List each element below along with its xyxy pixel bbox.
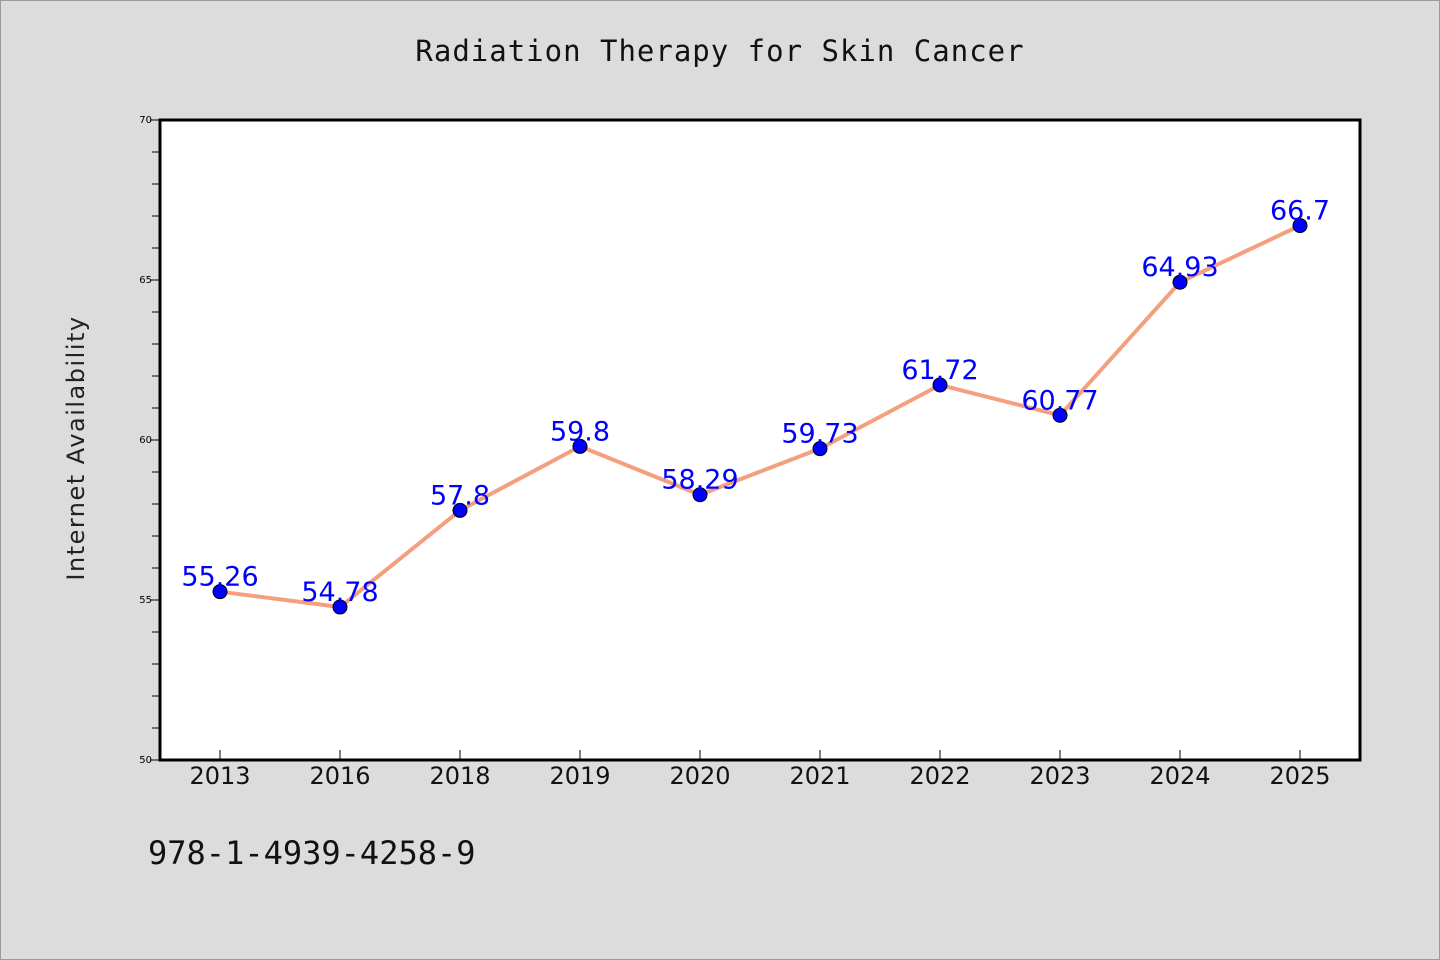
data-label: 59.73 xyxy=(781,419,858,450)
y-tick-label: 60 xyxy=(139,435,152,446)
data-point xyxy=(1292,218,1308,234)
x-tick-label: 2022 xyxy=(909,762,970,790)
plot-border xyxy=(158,118,1362,762)
data-label: 58.29 xyxy=(661,465,738,496)
plot-area xyxy=(160,120,1360,760)
isbn-code: 978-1-4939-4258-9 xyxy=(148,834,476,872)
data-label: 61.72 xyxy=(901,355,978,386)
x-tick-label: 2013 xyxy=(189,762,250,790)
data-label: 55.26 xyxy=(181,562,258,593)
chart-title: Radiation Therapy for Skin Cancer xyxy=(415,34,1025,68)
data-point xyxy=(452,502,468,518)
x-tick-label: 2018 xyxy=(429,762,490,790)
x-tick-label: 2025 xyxy=(1269,762,1330,790)
data-label: 60.77 xyxy=(1021,385,1098,416)
x-tick-label: 2021 xyxy=(789,762,850,790)
data-point xyxy=(932,377,948,393)
data-point xyxy=(692,487,708,503)
x-tick-label: 2024 xyxy=(1149,762,1210,790)
x-tick-label: 2020 xyxy=(669,762,730,790)
y-tick-label: 70 xyxy=(139,115,152,126)
data-point xyxy=(332,599,348,615)
y-tick-label: 50 xyxy=(139,755,152,766)
x-tick-label: 2019 xyxy=(549,762,610,790)
data-point xyxy=(812,441,828,457)
data-point xyxy=(1172,274,1188,290)
data-label: 64.93 xyxy=(1141,252,1218,283)
y-tick-label: 55 xyxy=(139,595,152,606)
y-tick-label: 65 xyxy=(139,275,152,286)
data-label: 59.8 xyxy=(550,416,610,447)
data-label: 54.78 xyxy=(301,577,378,608)
data-point xyxy=(572,438,588,454)
data-label: 66.7 xyxy=(1270,196,1330,227)
x-tick-label: 2016 xyxy=(309,762,370,790)
data-point xyxy=(1052,407,1068,423)
x-tick-label: 2023 xyxy=(1029,762,1090,790)
data-label: 57.8 xyxy=(430,480,490,511)
data-point xyxy=(212,584,228,600)
series-line xyxy=(219,223,1301,610)
